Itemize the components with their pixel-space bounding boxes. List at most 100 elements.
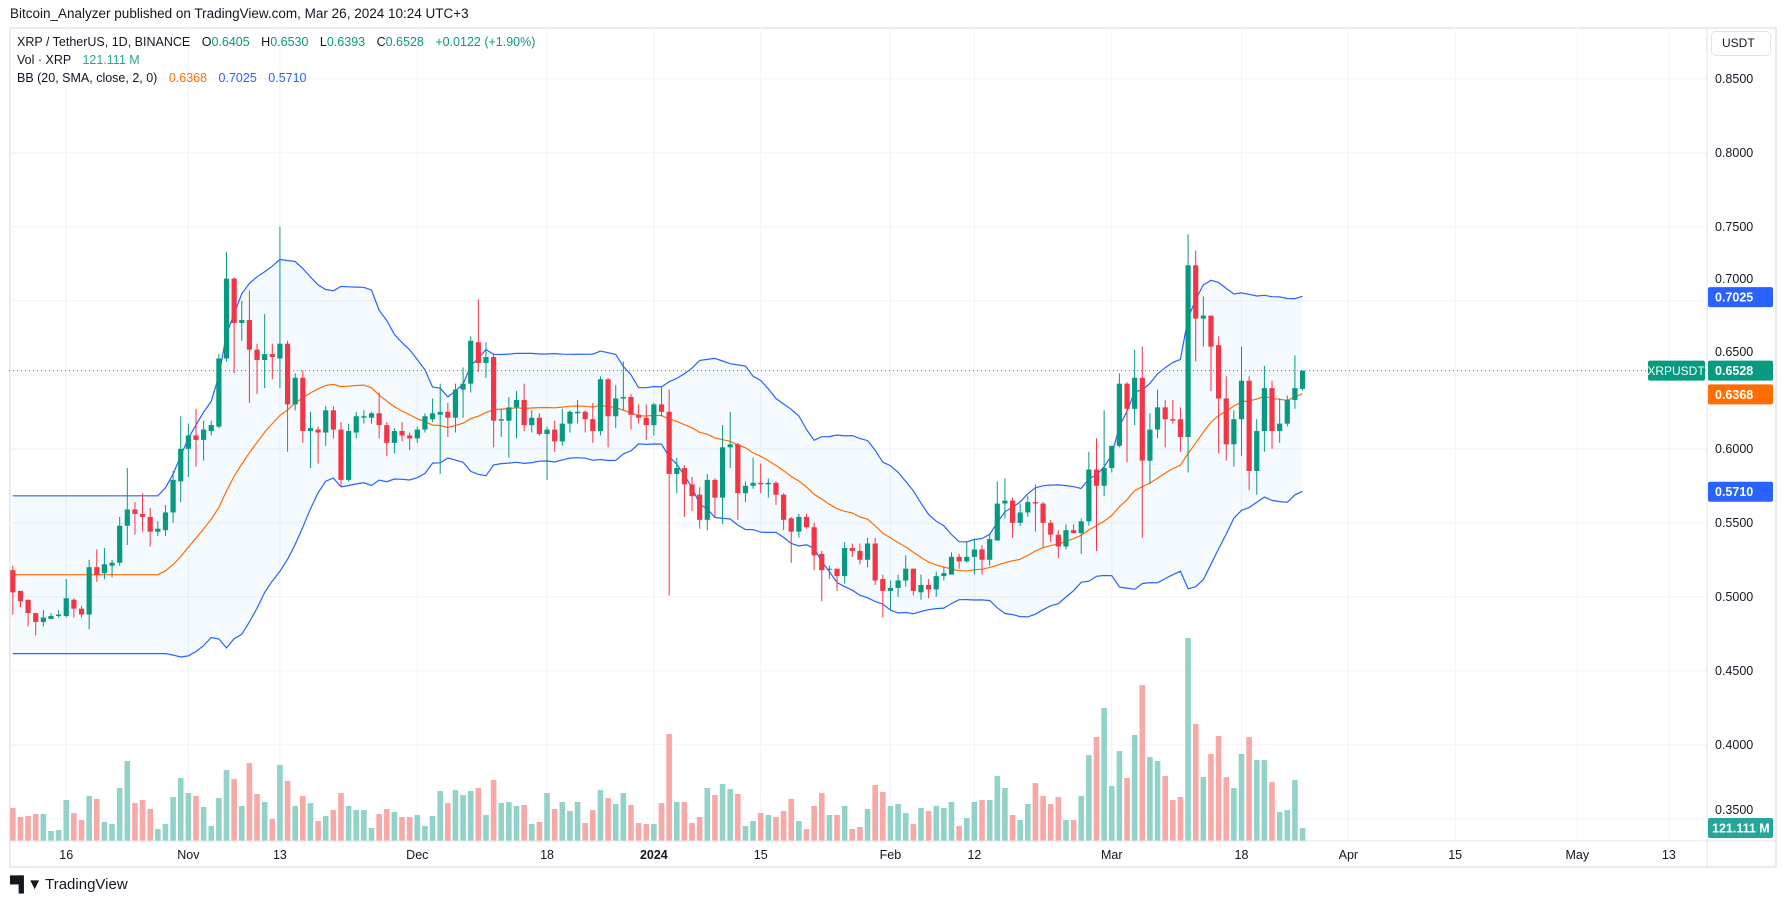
candle: [987, 533, 993, 566]
candle: [1009, 497, 1016, 538]
candle-body: [613, 398, 619, 417]
volume-bar: [948, 801, 955, 841]
volume-bar: [834, 814, 840, 841]
candle: [521, 383, 527, 432]
candle-body: [620, 397, 626, 399]
time-tick-label: Dec: [406, 848, 428, 862]
candle-body: [987, 539, 993, 560]
candle-body: [643, 417, 649, 426]
time-tick-label: 13: [1662, 848, 1676, 862]
currency-button[interactable]: USDT: [1711, 31, 1771, 56]
volume-bar: [246, 763, 253, 841]
candle: [666, 389, 672, 596]
candle-body: [1093, 469, 1100, 486]
volume-bar: [139, 800, 146, 841]
volume-bar: [818, 793, 825, 841]
volume-bar: [788, 798, 795, 841]
candle-body: [94, 567, 100, 575]
candle: [483, 342, 489, 378]
candle-body: [1139, 377, 1145, 461]
candle: [208, 420, 214, 436]
open-label: O: [201, 35, 212, 49]
volume-bar: [147, 808, 153, 841]
volume-bar: [727, 788, 733, 841]
volume-bar: [32, 814, 39, 841]
candle-body: [1299, 370, 1306, 389]
price-label: 0.5710: [1708, 481, 1773, 502]
volume-bar: [941, 807, 947, 841]
volume-bar: [918, 807, 924, 841]
time-tick-label: 2024: [640, 848, 668, 862]
candle-body: [33, 613, 39, 622]
volume-bar: [796, 821, 802, 841]
volume-bar: [63, 800, 70, 841]
candle-body: [48, 616, 54, 619]
axes[interactable]: 0.35000.40000.45000.50000.55000.60000.65…: [9, 27, 1777, 868]
volume-bar: [422, 825, 428, 841]
volume-bar: [361, 810, 367, 841]
candle: [284, 340, 291, 452]
candle: [1101, 410, 1107, 497]
candle-body: [468, 340, 474, 384]
candle: [10, 565, 16, 615]
volume-bar: [1200, 777, 1207, 841]
candle: [437, 383, 443, 474]
candle-body: [758, 482, 764, 485]
candle-body: [697, 494, 703, 520]
candle: [651, 402, 657, 436]
candle: [719, 425, 726, 525]
candle: [1071, 524, 1077, 534]
volume-bar: [1231, 787, 1237, 841]
candle: [475, 299, 481, 372]
symbol-label-box: [1648, 360, 1705, 381]
volume-bar: [757, 813, 764, 841]
candle: [399, 422, 405, 442]
volume-bar: [1139, 684, 1146, 841]
legend-symbol-row: XRP / TetherUS, 1D, BINANCE O0.6405 H0.6…: [17, 33, 535, 51]
volume-bar: [765, 814, 772, 841]
candle: [315, 426, 321, 464]
volume-bar: [116, 787, 123, 841]
change-value: +0.0122 (+1.90%): [435, 35, 536, 49]
candle-body: [193, 435, 199, 440]
candle-body: [40, 617, 46, 622]
candle-body: [1048, 522, 1054, 535]
volume-bar: [1223, 777, 1230, 841]
candle-body: [811, 527, 817, 556]
price-label-box: [1708, 384, 1773, 405]
candle-body: [765, 482, 771, 485]
candle: [620, 361, 626, 411]
volume-bar: [994, 775, 1001, 841]
bb-label[interactable]: BB (20, SMA, close, 2, 0): [17, 71, 158, 85]
candle: [25, 599, 31, 627]
candle: [773, 481, 779, 506]
volume-bar: [1017, 820, 1023, 841]
volume-bar: [910, 824, 917, 841]
candle-body: [918, 584, 924, 593]
volume-label[interactable]: Vol · XRP: [17, 53, 71, 67]
volume-bar: [1170, 800, 1176, 841]
volume-bar: [1108, 785, 1115, 841]
volume-bar: [1215, 735, 1222, 841]
candle: [590, 402, 596, 443]
volume-bar: [437, 791, 443, 841]
candle: [788, 516, 794, 563]
candle-body: [223, 278, 230, 359]
symbol-title[interactable]: XRP / TetherUS, 1D, BINANCE: [17, 35, 191, 49]
volume-bar: [17, 817, 24, 841]
candle-body: [994, 503, 1000, 541]
price-tick-label: 0.3500: [1715, 803, 1753, 817]
volume-bar: [330, 810, 337, 841]
candle: [681, 465, 687, 517]
candle: [887, 580, 894, 611]
volume-bar: [200, 807, 207, 841]
candle-body: [17, 590, 24, 602]
candle: [1132, 349, 1138, 426]
candle: [803, 513, 810, 529]
candle-body: [315, 429, 321, 433]
candle-body: [1238, 380, 1245, 420]
bb-lower-value: 0.5710: [268, 71, 307, 85]
volume-bar: [1002, 787, 1008, 841]
candle-body: [414, 429, 420, 439]
